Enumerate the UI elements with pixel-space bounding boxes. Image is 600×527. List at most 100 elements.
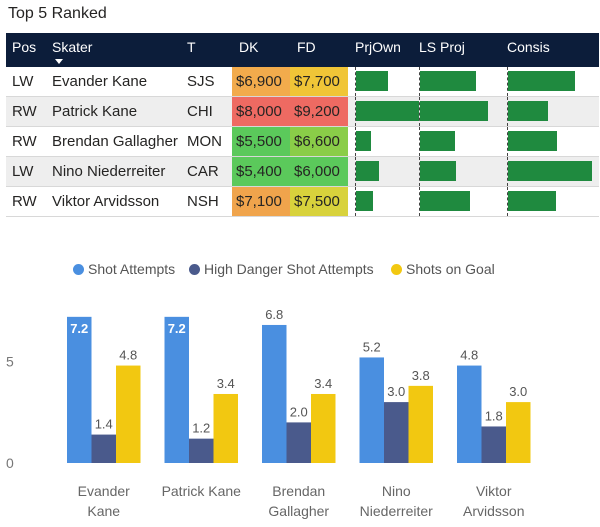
cell-dk: $5,400 — [232, 157, 290, 186]
x-tick-label: Gallagher — [268, 503, 329, 519]
cell-team: NSH — [187, 193, 219, 210]
column-divider — [507, 97, 508, 126]
bar-consis — [508, 161, 592, 181]
x-tick-label: Viktor — [476, 483, 512, 499]
cell-fd: $7,700 — [290, 67, 348, 96]
legend-label: Shots on Goal — [406, 261, 495, 277]
cell-dk: $6,900 — [232, 67, 290, 96]
x-tick-label: Niederreiter — [360, 503, 433, 519]
col-header-pos[interactable]: Pos — [12, 39, 37, 55]
column-divider — [355, 97, 356, 126]
col-header-team[interactable]: T — [187, 39, 196, 55]
legend-item-high-danger[interactable]: High Danger Shot Attempts — [189, 261, 374, 277]
bar[interactable] — [286, 422, 312, 463]
col-header-dk[interactable]: DK — [239, 39, 259, 55]
cell-pos: LW — [12, 73, 34, 90]
legend-item-shots-on-goal[interactable]: Shots on Goal — [391, 261, 495, 277]
bar[interactable] — [213, 393, 239, 463]
data-label: 4.8 — [460, 348, 478, 363]
data-label: 7.2 — [70, 321, 88, 336]
cell-pos: RW — [12, 193, 37, 210]
column-divider — [355, 157, 356, 186]
legend-item-shot-attempts[interactable]: Shot Attempts — [73, 261, 175, 277]
col-header-prjown[interactable]: PrjOwn — [355, 39, 401, 55]
table-row[interactable]: RW Patrick Kane CHI $8,000 $9,200 — [6, 97, 599, 127]
cell-dk: $8,000 — [232, 97, 290, 126]
legend-label: Shot Attempts — [88, 261, 176, 277]
bar-lsproj — [420, 71, 476, 91]
col-header-skater[interactable]: Skater — [52, 39, 93, 55]
cell-team: CHI — [187, 103, 213, 120]
column-divider — [419, 157, 420, 186]
data-label: 3.4 — [217, 376, 235, 391]
x-tick-label: Arvidsson — [463, 503, 524, 519]
cell-team: CAR — [187, 163, 219, 180]
bar-prjown — [356, 191, 373, 211]
x-tick-label: Evander — [78, 483, 130, 499]
bar[interactable] — [359, 357, 385, 463]
column-divider — [355, 127, 356, 156]
x-tick-label: Nino — [382, 483, 411, 499]
table-row[interactable]: LW Nino Niederreiter CAR $5,400 $6,000 — [6, 157, 599, 187]
column-divider — [419, 97, 420, 126]
bar[interactable] — [384, 402, 409, 463]
cell-skater: Patrick Kane — [52, 103, 138, 120]
bar-prjown — [356, 101, 419, 121]
column-divider — [507, 127, 508, 156]
bar-prjown — [356, 161, 379, 181]
col-header-lsproj[interactable]: LS Proj — [419, 39, 465, 55]
cell-skater: Viktor Arvidsson — [52, 193, 160, 210]
x-tick-label: Kane — [87, 503, 120, 519]
cell-fd: $6,600 — [290, 127, 348, 156]
bar[interactable] — [481, 426, 507, 463]
data-label: 2.0 — [290, 404, 308, 419]
column-divider — [507, 157, 508, 186]
data-label: 3.4 — [314, 376, 332, 391]
bar[interactable] — [164, 316, 190, 463]
table-header: Pos Skater T DK FD PrjOwn LS Proj Consis — [6, 33, 599, 67]
bar-lsproj — [420, 161, 456, 181]
data-label: 4.8 — [119, 348, 137, 363]
bar[interactable] — [457, 365, 482, 463]
col-header-fd[interactable]: FD — [297, 39, 316, 55]
bar[interactable] — [408, 385, 434, 463]
data-label: 3.0 — [387, 384, 405, 399]
data-label: 6.8 — [265, 307, 283, 322]
column-divider — [355, 67, 356, 96]
column-divider — [419, 187, 420, 216]
cell-dk: $7,100 — [232, 187, 290, 216]
column-divider — [507, 187, 508, 216]
bar[interactable] — [67, 316, 92, 463]
bar-consis — [508, 71, 575, 91]
legend-dot-icon — [73, 264, 84, 275]
bar[interactable] — [116, 365, 141, 463]
bar-prjown — [356, 131, 371, 151]
cell-dk: $5,500 — [232, 127, 290, 156]
cell-skater: Nino Niederreiter — [52, 163, 166, 180]
bar[interactable] — [262, 324, 287, 463]
data-label: 1.8 — [485, 408, 503, 423]
page-title: Top 5 Ranked — [8, 5, 107, 22]
bar[interactable] — [189, 438, 214, 463]
sort-desc-icon — [55, 59, 63, 64]
table-row[interactable]: LW Evander Kane SJS $6,900 $7,700 — [6, 67, 599, 97]
cell-pos: RW — [12, 133, 37, 150]
bar[interactable] — [311, 393, 336, 463]
bar-consis — [508, 131, 557, 151]
cell-fd: $6,000 — [290, 157, 348, 186]
cell-skater: Brendan Gallagher — [52, 133, 178, 150]
table-row[interactable]: RW Brendan Gallagher MON $5,500 $6,600 — [6, 127, 599, 157]
x-tick-label: Brendan — [272, 483, 325, 499]
y-tick-label: 5 — [6, 354, 14, 370]
data-label: 3.8 — [412, 368, 430, 383]
col-header-consis[interactable]: Consis — [507, 39, 550, 55]
column-divider — [355, 187, 356, 216]
table-row[interactable]: RW Viktor Arvidsson NSH $7,100 $7,500 — [6, 187, 599, 217]
bar-prjown — [356, 71, 388, 91]
cell-fd: $7,500 — [290, 187, 348, 216]
data-label: 3.0 — [509, 384, 527, 399]
cell-skater: Evander Kane — [52, 73, 148, 90]
bar[interactable] — [91, 434, 117, 463]
bar[interactable] — [506, 402, 531, 463]
